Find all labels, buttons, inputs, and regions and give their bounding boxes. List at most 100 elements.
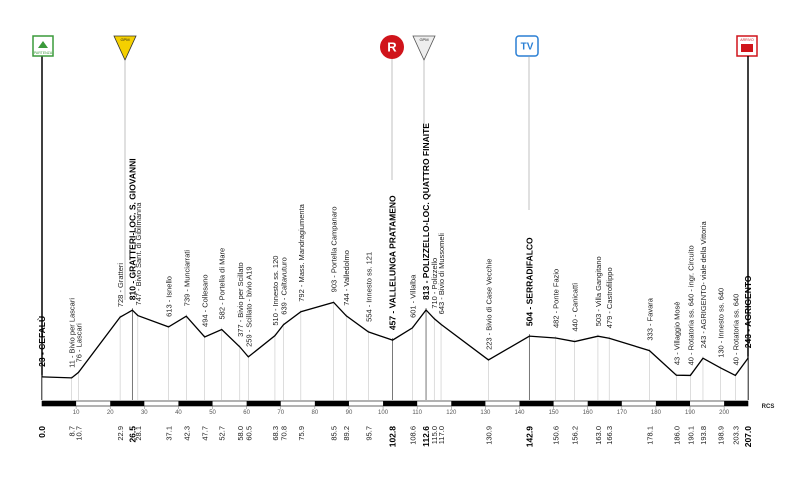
km-label: 142.9 [524, 426, 534, 448]
x-tick-label: 120 [446, 410, 457, 416]
waypoint-label: 504 - SERRADIFALCO [524, 237, 534, 326]
waypoint-label: 482 - Ponte Fazio [552, 269, 561, 328]
kom-text: GPM [120, 37, 129, 42]
km-label: 8.7 [68, 426, 77, 436]
tv-text: TV [521, 42, 534, 53]
x-tick-label: 80 [312, 410, 319, 416]
waypoint-label: 792 - Mass. Mandragiumenta [297, 203, 306, 301]
waypoint-label: 810 - GRATTERI-LOC. S. GIOVANNI [127, 158, 137, 300]
waypoint-label: 243 - AGRIGENTO [743, 275, 753, 348]
km-label: 70.8 [279, 426, 288, 441]
waypoint-label: 739 - Munciarrati [182, 250, 191, 307]
scale-segment [519, 401, 554, 406]
km-label: 108.6 [408, 426, 417, 445]
x-tick-label: 190 [685, 410, 696, 416]
km-label: 47.7 [201, 426, 210, 441]
x-tick-label: 100 [378, 410, 389, 416]
kom-icon [113, 35, 137, 61]
km-label: 207.0 [743, 426, 753, 448]
x-tick-label: 40 [175, 410, 182, 416]
kom2-icon [412, 35, 436, 61]
x-tick-label: 170 [617, 410, 628, 416]
x-tick-label: 150 [549, 410, 560, 416]
refuel-icon [380, 35, 404, 59]
finish-text: ARRIVO [740, 38, 754, 42]
x-tick-label: 90 [346, 410, 353, 416]
waypoint-label: 643 - Bivio di Mussomeli [437, 233, 446, 315]
finish-glyph [741, 44, 753, 52]
km-label: 89.2 [342, 426, 351, 441]
scale-segment [451, 401, 486, 406]
x-tick-label: 50 [209, 410, 216, 416]
km-label: 52.7 [218, 426, 227, 441]
waypoint-label: 813 - POLIZZELLO-LOC. QUATTRO FINAITE [421, 123, 431, 300]
waypoint-label: 333 - Favara [645, 297, 654, 340]
waypoint-label: 613 - Isnello [165, 276, 174, 317]
km-label: 26.5 [127, 426, 137, 443]
km-label: 28.1 [134, 426, 143, 441]
km-label: 37.1 [165, 426, 174, 441]
waypoint-label: 440 - Canicattì [571, 283, 580, 332]
km-label: 117.0 [437, 426, 446, 444]
waypoint-label: 744 - Valledolmo [342, 250, 351, 306]
km-label: 193.8 [699, 426, 708, 445]
start-text: PARTENZA [34, 51, 53, 55]
waypoint-label: 40 - Rotatoria ss. 640 - ingr. Circuito [686, 245, 695, 365]
waypoint-label: 40 - Rotatoria ss. 640 [731, 294, 740, 366]
waypoint-label: 23 - CEFALÙ [36, 316, 47, 367]
km-label: 58.0 [236, 426, 245, 441]
km-label: 102.8 [388, 426, 398, 448]
waypoint-label: 43 - Villaggio Mosè [672, 302, 681, 366]
scale-segment [655, 401, 691, 406]
waypoint-label: 903 - Portella Campanaro [330, 206, 339, 292]
waypoint-label: 554 - Innesto ss. 121 [364, 252, 373, 322]
x-tick-label: 160 [583, 410, 594, 416]
scale-segment [110, 401, 145, 406]
km-label: 0.0 [37, 426, 47, 438]
km-label: 60.5 [244, 426, 253, 441]
waypoint-label: 76 - Lascari [74, 323, 83, 363]
x-tick-label: 200 [719, 410, 730, 416]
km-label: 85.5 [330, 426, 339, 441]
waypoint-label: 130 - Innesto ss. 640 [716, 288, 725, 358]
waypoint-label: 639 - Caltavuturo [279, 257, 288, 315]
km-label: 75.9 [297, 426, 306, 441]
scale-segment [587, 401, 622, 406]
x-tick-label: 30 [141, 410, 148, 416]
x-tick-label: 70 [277, 410, 284, 416]
x-tick-label: 60 [243, 410, 250, 416]
waypoint-label: 710 - Polizzello [430, 258, 439, 309]
km-label: 163.0 [594, 426, 603, 445]
start-glyph [38, 41, 48, 48]
km-label: 156.2 [571, 426, 580, 445]
km-label: 42.3 [182, 426, 191, 441]
x-tick-label: 140 [514, 410, 525, 416]
scale-segment [178, 401, 213, 406]
x-tick-label: 130 [480, 410, 491, 416]
km-label: 68.3 [271, 426, 280, 441]
scale-segment [383, 401, 418, 406]
waypoint-label: 11 - Bivio per Lascari [68, 298, 77, 368]
scale-segment [42, 401, 77, 406]
km-label: 115.0 [430, 426, 439, 444]
waypoint-label: 479 - Castrofilippo [605, 267, 614, 328]
waypoint-label: 377 - Bivio per Scillato [236, 262, 245, 337]
kom2-text: GPM [419, 37, 428, 42]
profile-area [42, 302, 748, 400]
scale-segment [724, 401, 748, 406]
x-tick-label: 20 [107, 410, 114, 416]
km-label: 112.6 [421, 426, 431, 447]
km-label: 190.1 [686, 426, 695, 445]
refuel-text: R [387, 39, 397, 54]
km-label: 166.3 [605, 426, 614, 445]
km-label: 178.1 [645, 426, 654, 445]
tv-icon [515, 35, 539, 57]
scale-segment [246, 401, 281, 406]
waypoint-label: 510 - Innesto ss. 120 [271, 256, 280, 326]
waypoint-label: 582 - Portella di Mare [218, 248, 227, 320]
waypoint-label: 223 - Bivio di Case Vecchie [484, 259, 493, 350]
km-label: 10.7 [74, 426, 83, 441]
waypoint-label: 457 - VALLELUNGA PRATAMENO [388, 195, 398, 330]
waypoint-label: 747 - Bivio Sant. di Gibilmanna [134, 202, 143, 306]
